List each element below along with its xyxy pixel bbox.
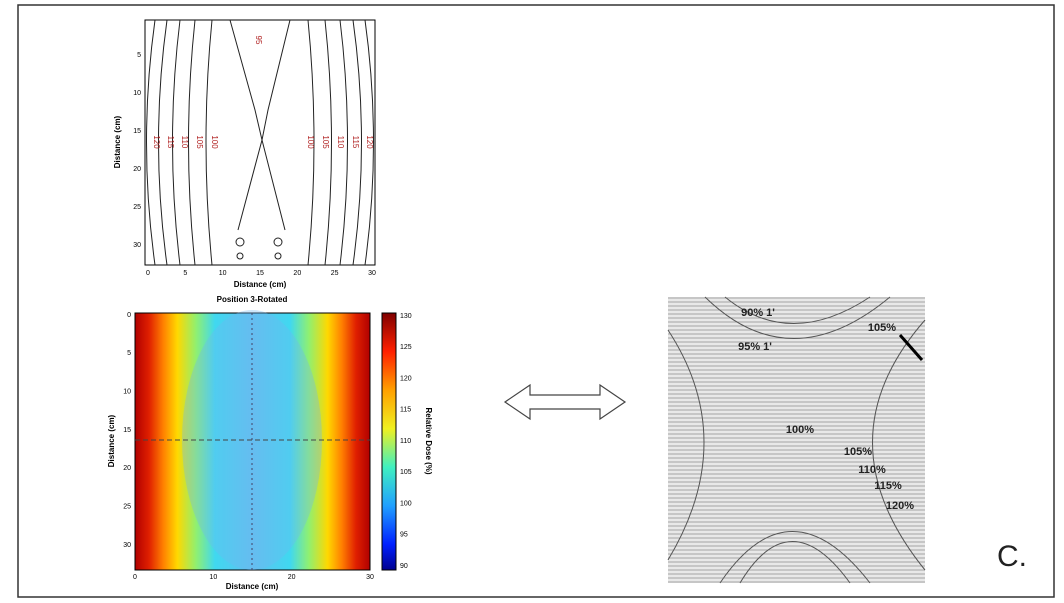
film-label: 115% xyxy=(874,480,902,492)
y-axis-label: Distance (cm) xyxy=(107,414,116,467)
contour-label: 105 xyxy=(321,135,330,149)
y-tick-label: 30 xyxy=(123,542,131,549)
y-tick-label: 10 xyxy=(133,90,141,97)
colorbar-tick-label: 105 xyxy=(400,469,412,476)
x-tick-label: 20 xyxy=(288,574,296,581)
x-tick-label: 10 xyxy=(209,574,217,581)
colorbar-tick-label: 115 xyxy=(400,407,411,414)
film-label: 95% 1' xyxy=(738,341,772,353)
frame xyxy=(17,4,1055,598)
x-tick-label: 5 xyxy=(183,270,187,277)
y-tick-label: 10 xyxy=(123,389,131,396)
film-label: 90% 1' xyxy=(741,307,775,319)
film-label: 105% xyxy=(868,322,896,334)
x-tick-label: 30 xyxy=(366,574,374,581)
colorbar-label: Relative Dose (%) xyxy=(424,407,433,474)
y-tick-label: 5 xyxy=(137,52,141,59)
x-tick-label: 30 xyxy=(368,270,376,277)
x-tick-label: 0 xyxy=(133,574,137,581)
y-tick-label: 15 xyxy=(133,128,141,135)
x-tick-label: 15 xyxy=(256,270,264,277)
contour-label: 100 xyxy=(306,135,315,149)
film-arrow xyxy=(898,334,924,361)
x-tick-label: 10 xyxy=(219,270,227,277)
contour-label: 110 xyxy=(336,136,345,149)
colorbar-tick-label: 95 xyxy=(400,532,408,539)
x-tick-label: 20 xyxy=(293,270,301,277)
y-tick-label: 5 xyxy=(127,350,131,357)
y-tick-label: 20 xyxy=(133,166,141,173)
y-tick-label: 30 xyxy=(133,242,141,249)
contour-label: 120 xyxy=(152,135,161,149)
colorbar-tick-label: 110 xyxy=(400,438,411,445)
film-label: 110% xyxy=(858,464,886,476)
x-tick-label: 25 xyxy=(331,270,339,277)
film-scan xyxy=(668,297,925,583)
double-arrow xyxy=(503,383,627,421)
film-label: 105% xyxy=(844,446,872,458)
y-tick-label: 20 xyxy=(123,465,131,472)
y-tick-label: 25 xyxy=(133,204,141,211)
film-label: 100% xyxy=(786,424,814,436)
contour-label: 105 xyxy=(195,135,204,149)
colorbar xyxy=(381,312,397,571)
x-tick-label: 0 xyxy=(146,270,150,277)
contour-label: 100 xyxy=(210,135,219,149)
contour-label: 110 xyxy=(180,136,189,149)
y-tick-label: 25 xyxy=(123,504,131,511)
panel-letter: C. xyxy=(997,540,1027,573)
film-labels: 90% 1' 95% 1' 105% 100% 105% 110% 115% 120% xyxy=(738,307,914,512)
x-axis-label: Distance (cm) xyxy=(234,280,287,289)
contour-label: 115 xyxy=(166,136,175,149)
y-tick-label: 15 xyxy=(123,427,131,434)
colorbar-tick-label: 125 xyxy=(400,344,412,351)
colorbar-tick-label: 90 xyxy=(400,563,408,570)
film-label: 120% xyxy=(886,500,914,512)
contour-label: 120 xyxy=(365,135,374,149)
x-axis-label: Distance (cm) xyxy=(226,582,279,591)
y-axis-label: Distance (cm) xyxy=(113,115,122,168)
colorbar-tick-label: 120 xyxy=(400,375,412,382)
y-tick-label: 0 xyxy=(127,312,131,319)
colorbar-tick-label: 130 xyxy=(400,313,412,320)
heatmap xyxy=(134,312,371,571)
contours xyxy=(146,19,374,266)
contour-label: 115 xyxy=(351,136,360,149)
contour-labels: 120 115 110 105 100 100 105 110 115 120 95 xyxy=(152,36,374,150)
contour-plot xyxy=(144,19,376,266)
film-contours xyxy=(667,296,926,584)
colorbar-tick-label: 100 xyxy=(400,500,412,507)
contour-label: 95 xyxy=(254,36,263,45)
panel-title: Position 3-Rotated xyxy=(217,295,288,304)
